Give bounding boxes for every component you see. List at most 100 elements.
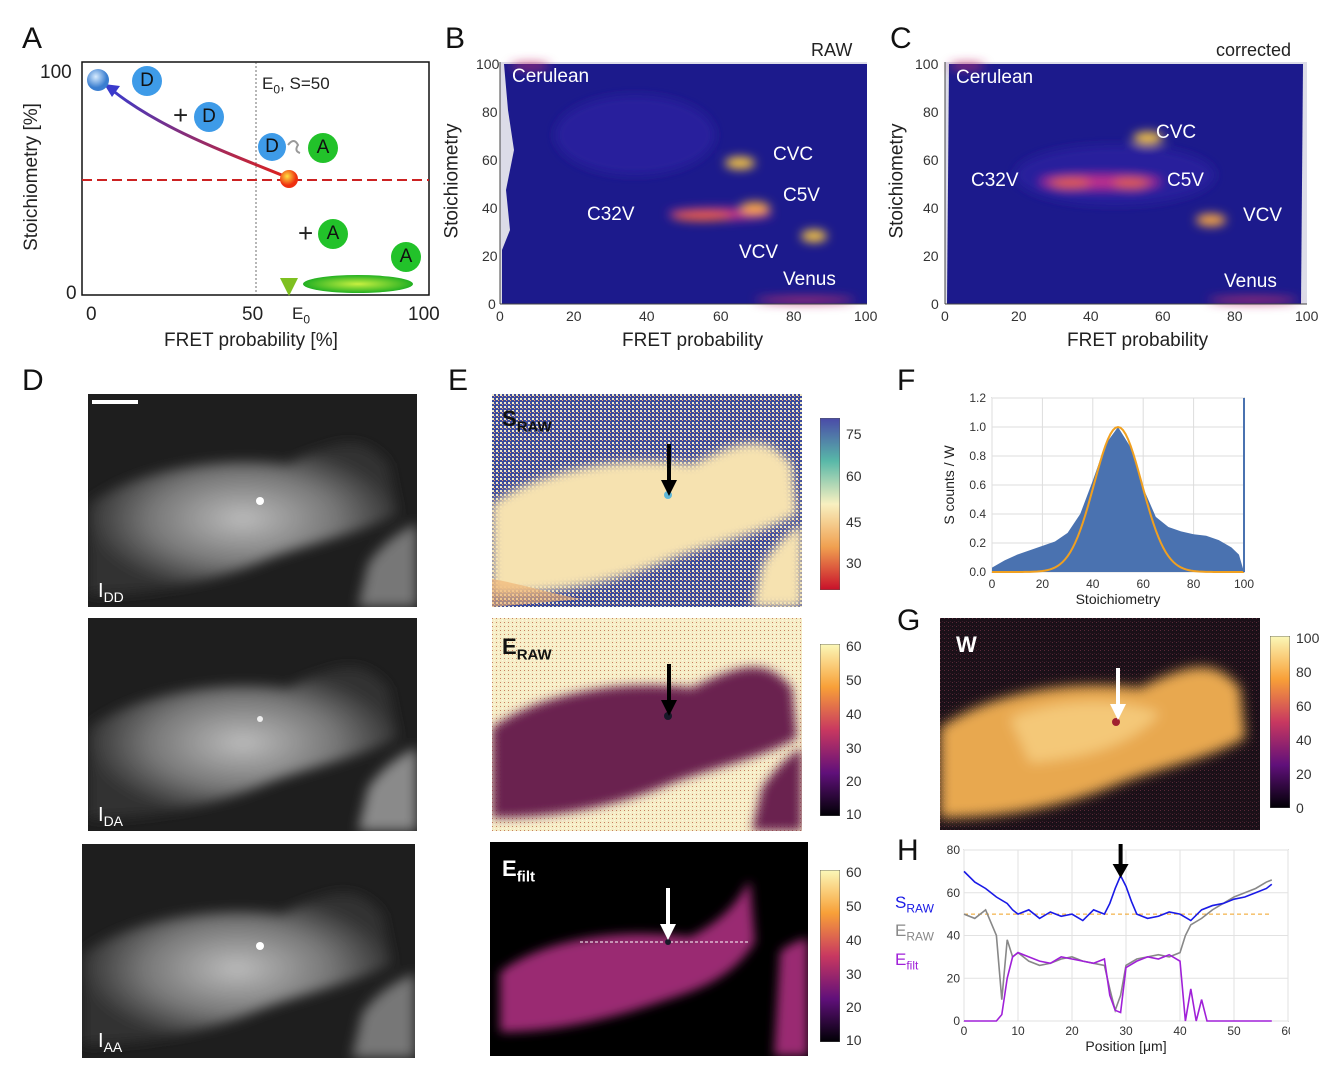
- f-ytick-label: 0.2: [969, 536, 986, 550]
- f-xtick-label: 0: [989, 577, 996, 591]
- e-cbar-s-45: 45: [846, 514, 862, 530]
- panel-letter-d: D: [22, 364, 44, 397]
- h-series-e-filt: [964, 951, 1272, 1022]
- c-label-c5v: C5V: [1167, 170, 1204, 191]
- d-label-aa-sub: AA: [103, 1039, 123, 1055]
- c-label-cvc: CVC: [1156, 122, 1197, 143]
- c-xtick-80: 80: [1227, 308, 1243, 324]
- g-cbar-80: 80: [1296, 664, 1312, 680]
- b-corner-label: RAW: [811, 40, 853, 60]
- a-ytick-100: 100: [40, 62, 72, 83]
- b-label-c5v: C5V: [783, 185, 820, 206]
- f-ytick-label: 1.2: [969, 391, 986, 405]
- e-label-eraw-main: E: [502, 634, 517, 659]
- h-legend-sraw: SRAW: [895, 893, 934, 915]
- h-legend-sraw-main: S: [895, 893, 907, 912]
- c-heatmap: [944, 62, 1307, 305]
- g-cbar-100: 100: [1296, 630, 1320, 646]
- panel-d-intensity-images: IDD IDA IAA: [0, 380, 440, 1068]
- b-ylabel: Stoichiometry: [441, 123, 463, 239]
- panel-a-schematic: 100 0 0 50 100 E0 FRET probability [%] S…: [0, 0, 440, 360]
- c-ytick-0: 0: [931, 296, 939, 312]
- h-legend-efilt: Efilt: [895, 950, 918, 972]
- f-ytick-label: 0.6: [969, 478, 986, 492]
- c-ylabel: Stoichiometry: [886, 123, 908, 239]
- f-ytick-label: 0.4: [969, 507, 986, 521]
- b-xtick-40: 40: [639, 308, 655, 324]
- panel-letter-e: E: [448, 364, 469, 397]
- h-ytick-label: 0: [953, 1014, 960, 1028]
- c-label-c32v: C32V: [971, 170, 1019, 191]
- e-label-efilt: Efilt: [502, 856, 535, 885]
- a-xtick-100: 100: [408, 304, 440, 325]
- panel-h-line-profile: 0 20 40 60 80 0 10 20 30 40 50 60 Position [μm]: [947, 843, 1290, 1054]
- h-legend-eraw-main: E: [895, 921, 907, 940]
- e-cbar-e-50: 50: [846, 672, 862, 688]
- g-cbar-0: 0: [1296, 800, 1304, 816]
- h-xtick-label: 30: [1119, 1024, 1133, 1038]
- g-arrow-w: [1110, 668, 1126, 720]
- g-cbar-60: 60: [1296, 698, 1312, 714]
- e-cbar-efilt-40: 40: [846, 932, 862, 948]
- f-xlabel: Stoichiometry: [1076, 591, 1161, 607]
- h-xlabel: Position [μm]: [1085, 1038, 1166, 1054]
- b-xlabel: FRET probability: [622, 330, 764, 351]
- e-cbar-s-60: 60: [846, 468, 862, 484]
- e-image-sraw: [492, 394, 802, 607]
- e-cbar-e-30: 30: [846, 740, 862, 756]
- c-label-vcv: VCV: [1243, 205, 1283, 226]
- d-label-da-sub: DA: [103, 813, 124, 829]
- panel-letter-a: A: [22, 22, 43, 55]
- f-ylabel: S counts / W: [941, 445, 957, 525]
- d-label-dd: IDD: [98, 580, 124, 605]
- d-image-da: [88, 618, 417, 831]
- a-xlabel: FRET probability [%]: [164, 330, 338, 351]
- a-e0-sub: 0: [303, 312, 311, 327]
- b-label-venus: Venus: [783, 269, 836, 290]
- e-cbar-efilt-10: 10: [846, 1032, 862, 1048]
- e-label-efilt-sub: filt: [516, 868, 536, 886]
- a-ylabel: Stoichiometry [%]: [20, 103, 42, 251]
- donor-icon: D: [132, 66, 162, 96]
- acceptor-icon: A: [391, 242, 421, 272]
- f-xtick-label: 60: [1137, 577, 1151, 591]
- b-xtick-0: 0: [496, 308, 504, 324]
- c-xtick-40: 40: [1083, 308, 1099, 324]
- c-label-venus: Venus: [1224, 271, 1277, 292]
- b-ytick-80: 80: [482, 104, 498, 120]
- panel-letter-b: B: [445, 22, 466, 55]
- c-label-cerulean: Cerulean: [956, 67, 1034, 88]
- e-arrow-sraw: [661, 444, 677, 496]
- e-cbar-efilt-20: 20: [846, 999, 862, 1015]
- b-ytick-40: 40: [482, 200, 498, 216]
- e-cbar-s: [820, 418, 840, 590]
- e-label-sraw-main: S: [502, 406, 517, 431]
- e-image-efilt: [490, 842, 808, 1056]
- e-cbar-e-10: 10: [846, 806, 862, 822]
- h-xtick-label: 20: [1065, 1024, 1079, 1038]
- f-xtick-label: 40: [1086, 577, 1100, 591]
- e-label-sraw-sub: RAW: [516, 418, 552, 436]
- e-cbar-s-30: 30: [846, 555, 862, 571]
- e-label-eraw: ERAW: [502, 634, 552, 663]
- b-ytick-60: 60: [482, 152, 498, 168]
- panel-letter-c: C: [890, 22, 912, 55]
- h-legend-efilt-main: E: [895, 950, 907, 969]
- c-ytick-100: 100: [915, 56, 939, 72]
- a-plus-a: +: [298, 218, 314, 248]
- c-ytick-60: 60: [923, 152, 939, 168]
- panel-letter-f: F: [897, 364, 916, 397]
- a-xtick-e0: E0: [292, 304, 310, 326]
- donor-icon: D: [258, 133, 286, 161]
- b-xtick-80: 80: [786, 308, 802, 324]
- h-xtick-label: 60: [1281, 1024, 1290, 1038]
- h-legend-eraw-sub: RAW: [906, 929, 934, 944]
- c-corner-label: corrected: [1216, 40, 1292, 60]
- d-image-aa: [82, 844, 415, 1058]
- h-ytick-label: 40: [947, 929, 961, 943]
- e-cbar-e: [820, 644, 840, 816]
- panel-letter-g: G: [897, 604, 921, 637]
- e-cbar-s-75: 75: [846, 426, 862, 442]
- h-legend-sraw-sub: RAW: [906, 901, 934, 916]
- b-xtick-20: 20: [566, 308, 582, 324]
